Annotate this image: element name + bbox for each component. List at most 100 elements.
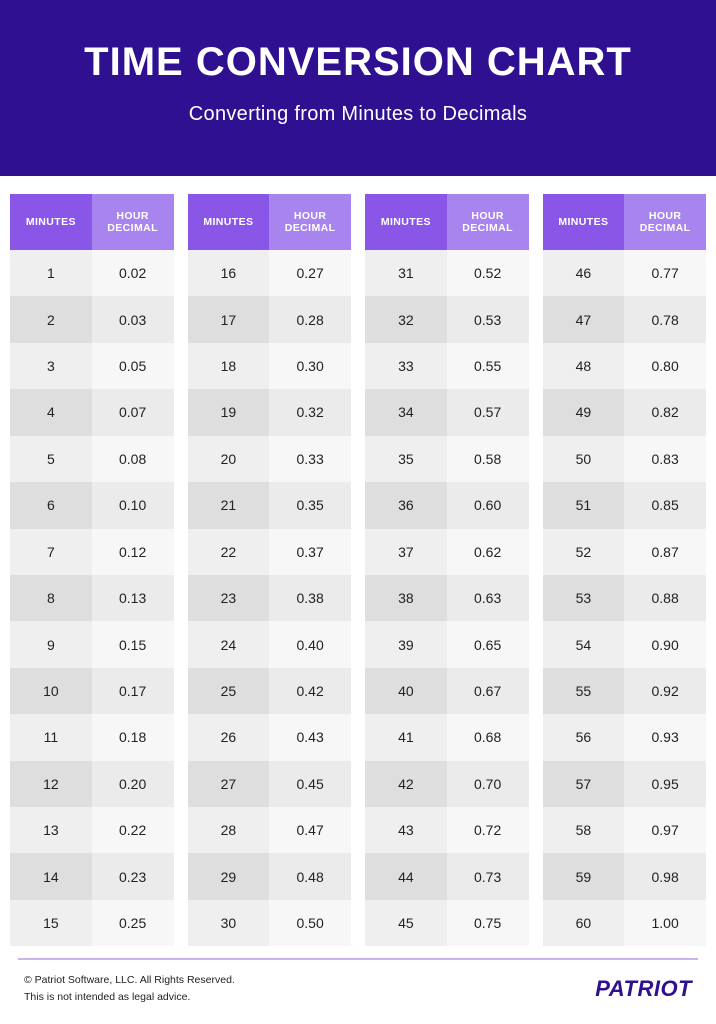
table-row: 570.95 (543, 761, 707, 807)
table-row: 490.82 (543, 389, 707, 435)
minutes-cell: 9 (10, 621, 92, 667)
minutes-cell: 28 (188, 807, 270, 853)
table-row: 260.43 (188, 714, 352, 760)
minutes-cell: 43 (365, 807, 447, 853)
table-row: 400.67 (365, 668, 529, 714)
decimal-cell: 0.15 (92, 621, 174, 667)
table-row: 601.00 (543, 900, 707, 947)
table-row: 470.78 (543, 296, 707, 342)
table-row: 50.08 (10, 436, 174, 482)
table-row: 60.10 (10, 482, 174, 528)
table-row: 500.83 (543, 436, 707, 482)
table-row: 580.97 (543, 807, 707, 853)
decimal-cell: 0.12 (92, 529, 174, 575)
table-row: 540.90 (543, 621, 707, 667)
table-row: 330.55 (365, 343, 529, 389)
decimal-cell: 0.28 (269, 296, 351, 342)
minutes-header: MINUTES (365, 194, 447, 250)
table-row: 340.57 (365, 389, 529, 435)
decimal-cell: 0.60 (447, 482, 529, 528)
minutes-cell: 39 (365, 621, 447, 667)
decimal-cell: 0.83 (624, 436, 706, 482)
decimal-cell: 0.80 (624, 343, 706, 389)
minutes-cell: 12 (10, 761, 92, 807)
decimal-cell: 0.68 (447, 714, 529, 760)
minutes-cell: 44 (365, 853, 447, 899)
table-row: 420.70 (365, 761, 529, 807)
decimal-cell: 0.67 (447, 668, 529, 714)
table-row: 140.23 (10, 853, 174, 899)
decimal-cell: 0.93 (624, 714, 706, 760)
table-row: 360.60 (365, 482, 529, 528)
minutes-cell: 52 (543, 529, 625, 575)
table-row: 190.32 (188, 389, 352, 435)
decimal-cell: 0.53 (447, 296, 529, 342)
minutes-cell: 26 (188, 714, 270, 760)
minutes-cell: 60 (543, 900, 625, 947)
table-row: 280.47 (188, 807, 352, 853)
minutes-cell: 17 (188, 296, 270, 342)
table-row: 120.20 (10, 761, 174, 807)
minutes-cell: 49 (543, 389, 625, 435)
decimal-cell: 0.08 (92, 436, 174, 482)
minutes-cell: 42 (365, 761, 447, 807)
minutes-cell: 34 (365, 389, 447, 435)
minutes-header: MINUTES (188, 194, 270, 250)
footer-text: © Patriot Software, LLC. All Rights Rese… (24, 972, 235, 1006)
minutes-cell: 11 (10, 714, 92, 760)
table-row: 430.72 (365, 807, 529, 853)
decimal-cell: 0.78 (624, 296, 706, 342)
minutes-cell: 20 (188, 436, 270, 482)
table-row: 370.62 (365, 529, 529, 575)
minutes-cell: 10 (10, 668, 92, 714)
decimal-cell: 0.48 (269, 853, 351, 899)
minutes-cell: 50 (543, 436, 625, 482)
minutes-cell: 22 (188, 529, 270, 575)
minutes-cell: 36 (365, 482, 447, 528)
decimal-cell: 0.47 (269, 807, 351, 853)
table-row: 530.88 (543, 575, 707, 621)
table-row: 590.98 (543, 853, 707, 899)
minutes-cell: 14 (10, 853, 92, 899)
decimal-cell: 0.17 (92, 668, 174, 714)
table-row: 350.58 (365, 436, 529, 482)
decimal-cell: 0.65 (447, 621, 529, 667)
table-row: 300.50 (188, 900, 352, 947)
minutes-cell: 13 (10, 807, 92, 853)
table-row: 450.75 (365, 900, 529, 947)
minutes-cell: 47 (543, 296, 625, 342)
conversion-table-2: MINUTESHOUR DECIMAL160.27170.28180.30190… (188, 194, 352, 946)
decimal-cell: 0.98 (624, 853, 706, 899)
decimal-cell: 0.32 (269, 389, 351, 435)
page-subtitle: Converting from Minutes to Decimals (20, 103, 696, 126)
table-row: 70.12 (10, 529, 174, 575)
table-row: 220.37 (188, 529, 352, 575)
decimal-cell: 0.77 (624, 250, 706, 296)
minutes-cell: 1 (10, 250, 92, 296)
minutes-cell: 27 (188, 761, 270, 807)
table-row: 80.13 (10, 575, 174, 621)
decimal-cell: 0.30 (269, 343, 351, 389)
table-row: 270.45 (188, 761, 352, 807)
disclaimer: This is not intended as legal advice. (24, 989, 235, 1006)
minutes-cell: 56 (543, 714, 625, 760)
decimal-cell: 0.58 (447, 436, 529, 482)
decimal-cell: 0.75 (447, 900, 529, 947)
decimal-cell: 0.82 (624, 389, 706, 435)
table-row: 10.02 (10, 250, 174, 296)
minutes-cell: 58 (543, 807, 625, 853)
decimal-cell: 0.05 (92, 343, 174, 389)
footer: © Patriot Software, LLC. All Rights Rese… (18, 958, 698, 1024)
minutes-cell: 24 (188, 621, 270, 667)
minutes-cell: 18 (188, 343, 270, 389)
minutes-cell: 40 (365, 668, 447, 714)
decimal-cell: 0.50 (269, 900, 351, 947)
decimal-cell: 0.35 (269, 482, 351, 528)
minutes-cell: 35 (365, 436, 447, 482)
table-row: 180.30 (188, 343, 352, 389)
decimal-cell: 0.62 (447, 529, 529, 575)
minutes-cell: 29 (188, 853, 270, 899)
minutes-cell: 15 (10, 900, 92, 947)
minutes-cell: 46 (543, 250, 625, 296)
decimal-cell: 0.23 (92, 853, 174, 899)
